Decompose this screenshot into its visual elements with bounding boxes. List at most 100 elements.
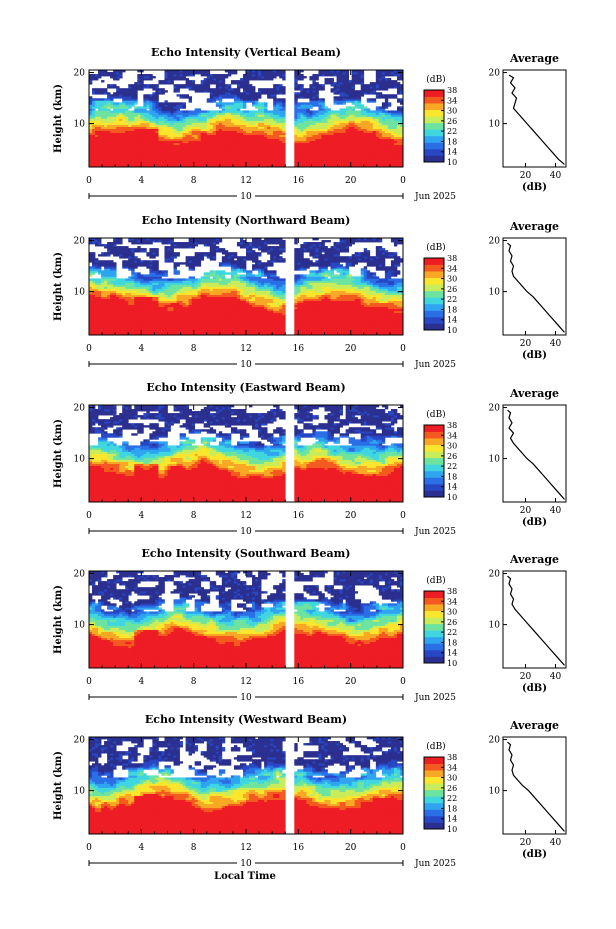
date-label: Jun 2025 bbox=[414, 693, 456, 703]
x-tick-label: 4 bbox=[138, 677, 144, 687]
x-tick-label: 4 bbox=[138, 511, 144, 521]
profile-x-axis-label: (dB) bbox=[522, 683, 547, 694]
colorbar-tick-label: 10 bbox=[447, 158, 457, 167]
profile-frame bbox=[503, 737, 566, 834]
panel-title: Echo Intensity (Vertical Beam) bbox=[151, 46, 341, 59]
colorbar-tick-label: 34 bbox=[447, 431, 457, 440]
x-tick-label: 8 bbox=[191, 344, 197, 354]
colorbar-tick-label: 26 bbox=[447, 618, 457, 627]
y-tick-label: 20 bbox=[74, 237, 86, 247]
day-label: 10 bbox=[240, 859, 252, 869]
y-axis-label: Height (km) bbox=[53, 585, 64, 654]
colorbar-segment bbox=[424, 425, 444, 432]
x-tick-label: 20 bbox=[345, 344, 357, 354]
colorbar-tick-label: 18 bbox=[447, 472, 457, 481]
profile-x-axis-label: (dB) bbox=[522, 849, 547, 860]
colorbar-tick-label: 22 bbox=[447, 127, 457, 136]
panel-title: Echo Intensity (Eastward Beam) bbox=[146, 381, 345, 394]
colorbar-segment bbox=[424, 155, 444, 162]
profile-line bbox=[508, 576, 565, 665]
colorbar-segment bbox=[424, 770, 444, 777]
y-tick-label: 10 bbox=[74, 455, 86, 465]
x-tick-label: 8 bbox=[191, 843, 197, 853]
profile-y-tick-label: 10 bbox=[489, 787, 501, 797]
colorbar-tick-label: 14 bbox=[447, 483, 457, 492]
colorbar-tick-label: 14 bbox=[447, 649, 457, 658]
panel-3: Echo Intensity (Eastward Beam)1020Height… bbox=[53, 381, 566, 537]
colorbar-tick-label: 34 bbox=[447, 597, 457, 606]
profile-frame bbox=[503, 571, 566, 668]
profile-y-tick-label: 10 bbox=[489, 621, 501, 631]
x-tick-label: 8 bbox=[191, 176, 197, 186]
x-tick-label: 0 bbox=[400, 677, 406, 687]
profile-x-tick-label: 40 bbox=[550, 672, 562, 682]
day-label: 10 bbox=[240, 527, 252, 537]
x-tick-label: 0 bbox=[400, 843, 406, 853]
colorbar-segment bbox=[424, 310, 444, 317]
colorbar-tick-label: 30 bbox=[447, 608, 457, 617]
colorbar-segment bbox=[424, 790, 444, 797]
x-tick-label: 0 bbox=[86, 176, 92, 186]
profile-line bbox=[508, 742, 565, 831]
colorbar-segment bbox=[424, 271, 444, 278]
colorbar-tick-label: 22 bbox=[447, 628, 457, 637]
x-tick-label: 16 bbox=[293, 677, 305, 687]
profile-x-tick-label: 20 bbox=[520, 838, 532, 848]
profile-x-tick-label: 40 bbox=[550, 171, 562, 181]
day-label: 10 bbox=[240, 360, 252, 370]
x-tick-label: 20 bbox=[345, 176, 357, 186]
colorbar-tick-label: 30 bbox=[447, 774, 457, 783]
colorbar-segment bbox=[424, 757, 444, 764]
colorbar-tick-label: 22 bbox=[447, 462, 457, 471]
profile-x-tick-label: 40 bbox=[550, 339, 562, 349]
profile-y-tick-label: 10 bbox=[489, 288, 501, 298]
x-tick-label: 0 bbox=[86, 677, 92, 687]
x-tick-label: 0 bbox=[86, 843, 92, 853]
profile-line bbox=[508, 410, 565, 499]
colorbar-tick-label: 18 bbox=[447, 137, 457, 146]
colorbar-segment bbox=[424, 477, 444, 484]
colorbar-tick-label: 30 bbox=[447, 442, 457, 451]
x-tick-label: 4 bbox=[138, 344, 144, 354]
colorbar-unit: (dB) bbox=[426, 575, 445, 586]
colorbar-tick-label: 14 bbox=[447, 148, 457, 157]
colorbar-tick-label: 34 bbox=[447, 264, 457, 273]
x-tick-label: 20 bbox=[345, 677, 357, 687]
colorbar-segment bbox=[424, 630, 444, 637]
colorbar-segment bbox=[424, 464, 444, 471]
x-tick-label: 4 bbox=[138, 176, 144, 186]
colorbar-unit: (dB) bbox=[426, 409, 445, 420]
profile-y-tick-label: 20 bbox=[489, 736, 501, 746]
colorbar-segment bbox=[424, 297, 444, 304]
date-label: Jun 2025 bbox=[414, 192, 456, 202]
profile-x-tick-label: 20 bbox=[520, 506, 532, 516]
colorbar-segment bbox=[424, 809, 444, 816]
x-tick-label: 16 bbox=[293, 843, 305, 853]
y-tick-label: 20 bbox=[74, 736, 86, 746]
x-tick-label: 0 bbox=[86, 511, 92, 521]
colorbar-segment bbox=[424, 490, 444, 497]
x-tick-label: 20 bbox=[345, 511, 357, 521]
profile-y-tick-label: 20 bbox=[489, 237, 501, 247]
y-tick-label: 10 bbox=[74, 621, 86, 631]
date-label: Jun 2025 bbox=[414, 360, 456, 370]
colorbar-segment bbox=[424, 822, 444, 829]
colorbar-segment bbox=[424, 291, 444, 298]
echo-heatmap bbox=[89, 571, 403, 668]
colorbar-segment bbox=[424, 284, 444, 291]
colorbar-tick-label: 34 bbox=[447, 96, 457, 105]
x-tick-label: 12 bbox=[240, 511, 251, 521]
y-tick-label: 10 bbox=[74, 787, 86, 797]
colorbar-tick-label: 10 bbox=[447, 659, 457, 668]
y-tick-label: 20 bbox=[74, 69, 86, 79]
day-label: 10 bbox=[240, 693, 252, 703]
colorbar-segment bbox=[424, 103, 444, 110]
x-tick-label: 4 bbox=[138, 843, 144, 853]
colorbar-segment bbox=[424, 643, 444, 650]
x-axis-label: Local Time bbox=[214, 871, 276, 882]
colorbar-segment bbox=[424, 317, 444, 324]
y-tick-label: 20 bbox=[74, 404, 86, 414]
x-tick-label: 12 bbox=[240, 677, 251, 687]
profile-x-tick-label: 20 bbox=[520, 339, 532, 349]
